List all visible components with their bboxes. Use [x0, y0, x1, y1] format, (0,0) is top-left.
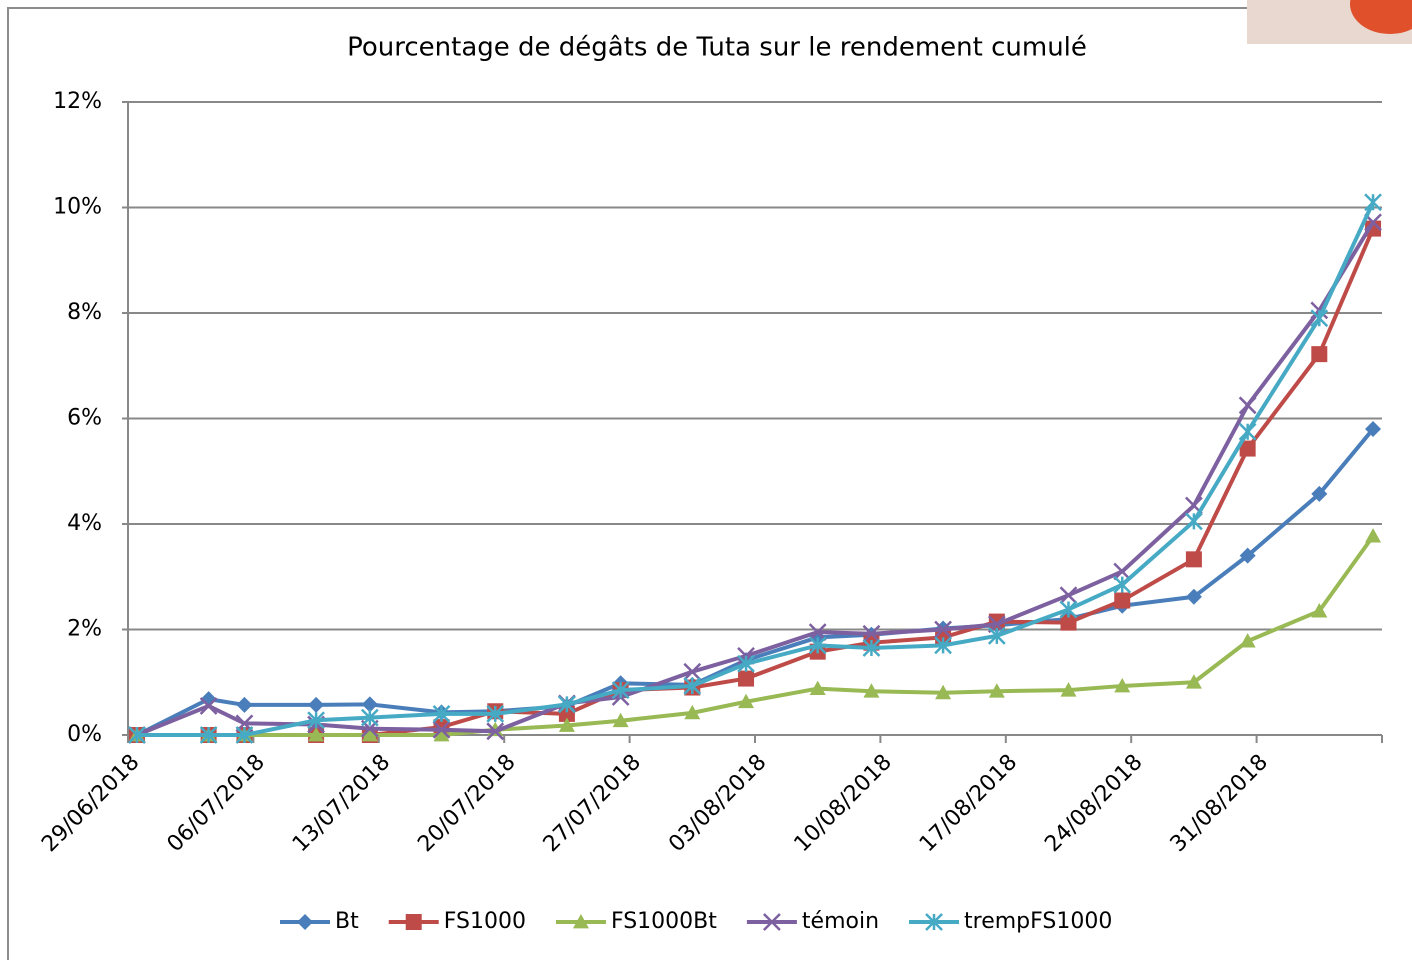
- legend-label: Bt: [335, 909, 359, 934]
- legend-label: témoin: [802, 909, 879, 934]
- legend-label: trempFS1000: [964, 909, 1112, 934]
- data-point: [1114, 592, 1130, 608]
- legend-label: FS1000Bt: [611, 909, 717, 934]
- data-point: [1311, 346, 1327, 362]
- data-point: [738, 671, 754, 687]
- y-tick-label: 12%: [53, 89, 102, 114]
- y-tick-label: 2%: [67, 617, 102, 642]
- data-point: [1186, 551, 1202, 567]
- page: {"chart_data": {"type": "line", "title":…: [0, 0, 1412, 960]
- chart: Pourcentage de dégâts de Tuta sur le ren…: [0, 0, 1412, 960]
- legend-label: FS1000: [444, 909, 526, 934]
- y-tick-label: 6%: [67, 406, 102, 431]
- legend-marker: [406, 914, 422, 930]
- chart-title: Pourcentage de dégâts de Tuta sur le ren…: [347, 33, 1087, 63]
- y-tick-label: 8%: [67, 300, 102, 325]
- y-tick-label: 0%: [67, 722, 102, 747]
- y-tick-label: 4%: [67, 511, 102, 536]
- y-tick-label: 10%: [53, 195, 102, 220]
